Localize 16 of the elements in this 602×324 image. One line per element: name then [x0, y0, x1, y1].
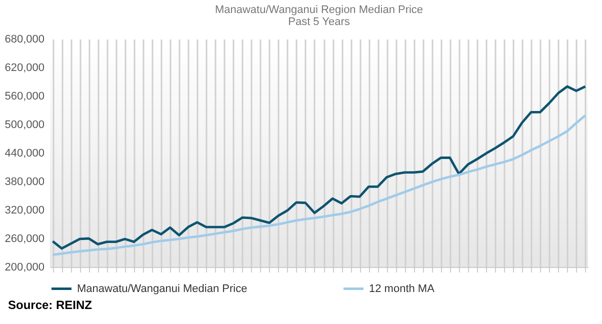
y-tick-label: 620,000: [4, 62, 44, 74]
line-series: [52, 85, 586, 250]
y-tick-label: 680,000: [4, 34, 44, 46]
y-tick-label: 320,000: [4, 204, 44, 216]
line-series: [52, 114, 586, 256]
y-tick-label: 440,000: [4, 148, 44, 160]
legend-label: 12 month MA: [369, 282, 436, 295]
chart-subtitle: Past 5 Years: [288, 16, 350, 28]
y-tick-label: 560,000: [4, 90, 44, 102]
y-tick-label: 380,000: [4, 176, 44, 188]
chart-title: Manawatu/Wanganui Region Median Price: [214, 4, 424, 16]
y-tick-label: 260,000: [4, 233, 44, 245]
y-tick-label: 200,000: [4, 262, 44, 274]
y-tick-label: 500,000: [4, 119, 44, 131]
source-note: Source: REINZ: [7, 298, 94, 312]
legend-label: Manawatu/Wanganui Median Price: [77, 282, 248, 295]
